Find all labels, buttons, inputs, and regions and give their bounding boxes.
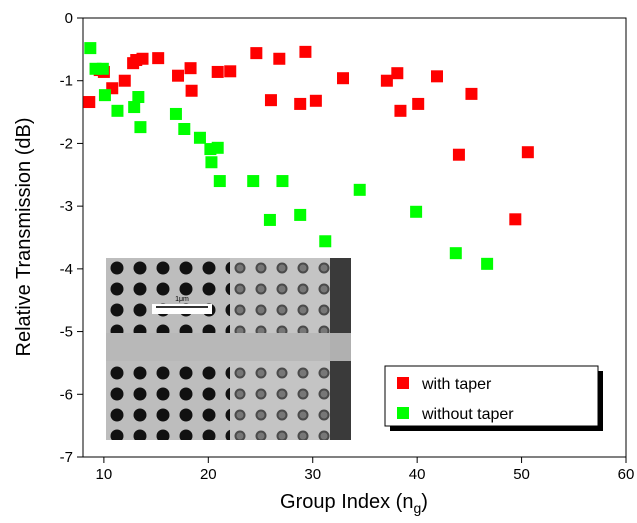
y-axis-label: Relative Transmission (dB) <box>13 118 35 357</box>
marker <box>265 94 277 106</box>
x-tick-label: 30 <box>304 466 321 483</box>
x-tick-label: 40 <box>409 466 426 483</box>
y-tick-label: -1 <box>60 73 73 90</box>
y-tick-label: -6 <box>60 386 73 403</box>
marker <box>186 85 198 97</box>
marker <box>310 95 322 107</box>
x-axis-label-text: Group Index (n <box>280 491 413 513</box>
marker <box>111 105 123 117</box>
marker <box>178 123 190 135</box>
marker <box>273 53 285 65</box>
marker <box>132 91 144 103</box>
marker <box>172 70 184 82</box>
x-axis-label-end: ) <box>421 491 428 513</box>
marker <box>381 75 393 87</box>
marker <box>391 67 403 79</box>
marker <box>134 121 146 133</box>
x-tick-label: 50 <box>513 466 530 483</box>
marker <box>264 214 276 226</box>
marker <box>465 88 477 100</box>
marker <box>119 75 131 87</box>
x-tick-label: 10 <box>96 466 113 483</box>
marker <box>509 213 521 225</box>
marker <box>450 247 462 259</box>
marker <box>431 70 443 82</box>
marker <box>205 156 217 168</box>
y-tick-label: -2 <box>60 135 73 152</box>
marker <box>212 142 224 154</box>
marker <box>354 184 366 196</box>
legend-label: with taper <box>421 376 492 393</box>
marker <box>185 62 197 74</box>
y-tick-label: 0 <box>65 10 73 27</box>
legend-label: without taper <box>421 406 514 423</box>
y-tick-label: -5 <box>60 324 73 341</box>
y-tick-label: -4 <box>60 261 73 278</box>
y-tick-label: -7 <box>60 449 73 466</box>
marker <box>522 146 534 158</box>
marker <box>137 53 149 65</box>
x-axis-label-sub: g <box>413 500 421 516</box>
marker <box>99 89 111 101</box>
y-tick-label: -3 <box>60 198 73 215</box>
inset-image: 1μm <box>106 258 351 440</box>
marker <box>294 209 306 221</box>
marker <box>319 235 331 247</box>
marker <box>412 98 424 110</box>
marker <box>394 105 406 117</box>
x-axis-label: Group Index (ng) <box>280 491 428 516</box>
legend-marker <box>397 407 409 419</box>
marker <box>250 47 262 59</box>
marker <box>247 175 259 187</box>
marker <box>276 175 288 187</box>
marker <box>453 149 465 161</box>
x-tick-label: 20 <box>200 466 217 483</box>
inset-scale-label: 1μm <box>175 296 189 303</box>
marker <box>152 52 164 64</box>
marker <box>481 258 493 270</box>
marker <box>214 175 226 187</box>
marker <box>212 66 224 78</box>
marker <box>224 65 236 77</box>
marker <box>170 108 182 120</box>
marker <box>194 132 206 144</box>
x-tick-label: 60 <box>618 466 635 483</box>
legend-marker <box>397 377 409 389</box>
marker <box>337 72 349 84</box>
marker <box>299 46 311 58</box>
chart: 1μm Relative Transmission (dB) Group Ind… <box>0 0 637 523</box>
marker <box>83 96 95 108</box>
marker <box>84 42 96 54</box>
marker <box>97 63 109 75</box>
marker <box>294 98 306 110</box>
marker <box>410 206 422 218</box>
